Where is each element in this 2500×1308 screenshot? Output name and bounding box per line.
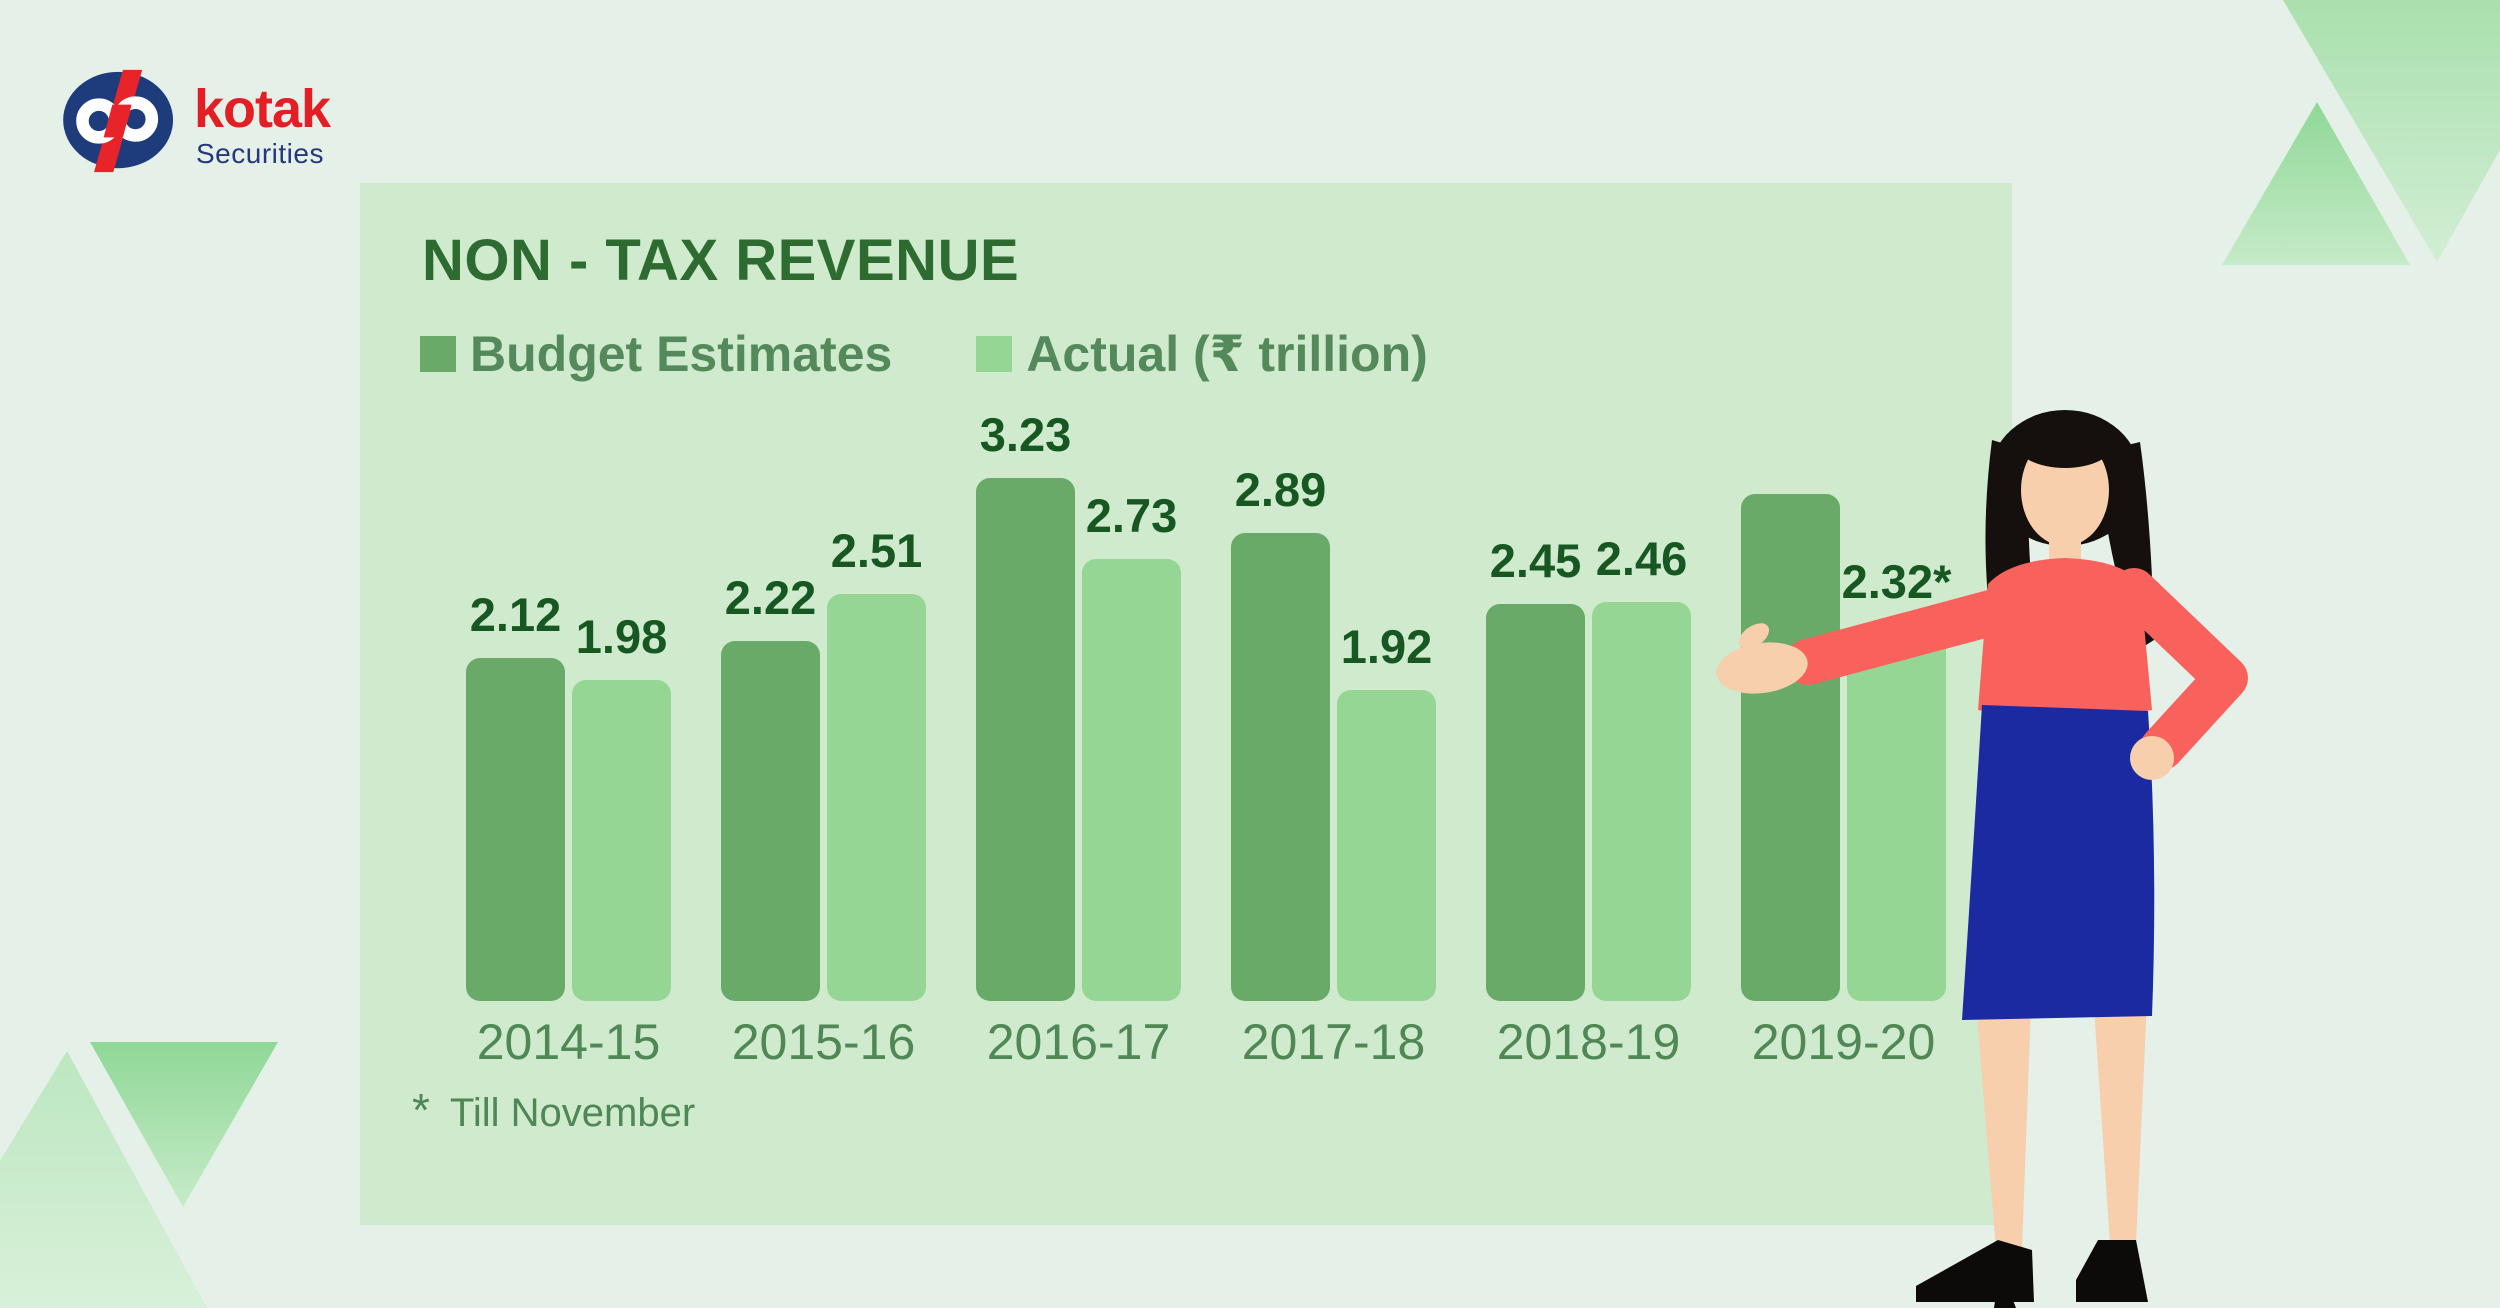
- x-axis-label-2016-17: 2016-17: [986, 1014, 1171, 1070]
- footnote-text: Till November: [449, 1091, 696, 1135]
- value-label-2018-19-budget: 2.45: [1489, 534, 1582, 587]
- x-axis-label-2014-15: 2014-15: [476, 1014, 661, 1070]
- bar-2017-18-budget: [1231, 533, 1330, 1001]
- chart-legend: Budget Estimates Actual (₹ trillion): [420, 325, 1428, 383]
- value-label-2014-15-actual: 1.98: [575, 610, 668, 663]
- bar-chart: 2.12 1.98 2014-15 2.22 2.51 2015-16 3.23 2.73 20…: [360, 183, 2012, 1070]
- legend-item-budget-estimates: Budget Estimates: [420, 325, 892, 383]
- value-label-2015-16-budget: 2.22: [724, 571, 817, 624]
- decor-triangle-small: [2222, 102, 2410, 265]
- woman-thumb: [1738, 623, 1770, 649]
- bar-2016-17-actual: [1082, 559, 1181, 1001]
- bar-2019-20-budget: [1741, 494, 1840, 1001]
- kotak-logo-mark: [63, 69, 174, 173]
- legend-swatch-actual: [976, 336, 1013, 372]
- value-label-2019-20-actual: 2.32*: [1841, 555, 1952, 608]
- woman-shoe-left: [1916, 1240, 2034, 1308]
- value-label-2016-17-actual: 2.73: [1085, 489, 1178, 542]
- bar-2018-19-actual: [1592, 602, 1691, 1001]
- bar-2014-15-budget: [466, 658, 565, 1001]
- legend-label-budget-estimates: Budget Estimates: [470, 326, 893, 382]
- x-axis-label-2019-20: 2019-20: [1751, 1014, 1936, 1070]
- logo-brand: kotak: [194, 79, 331, 139]
- legend-swatch-budget-estimates: [420, 336, 456, 372]
- kotak-logo: kotak Securities: [62, 68, 331, 174]
- woman-shoe-right: [2076, 1240, 2148, 1302]
- value-label-2017-18-actual: 1.92: [1340, 620, 1433, 673]
- decor-triangle-large: [2283, 0, 2500, 262]
- legend-item-actual: Actual (₹ trillion): [976, 325, 1428, 383]
- woman-hand-open: [1716, 642, 1808, 694]
- value-label-2016-17-budget: 3.23: [979, 408, 1072, 461]
- value-label-2015-16-actual: 2.51: [830, 524, 923, 577]
- chart-panel: NON - TAX REVENUE Budget Estimates Actua…: [360, 183, 2012, 1225]
- bar-2015-16-budget: [721, 641, 820, 1001]
- x-axis-label-2017-18: 2017-18: [1241, 1014, 1426, 1070]
- value-label-2017-18-budget: 2.89: [1234, 463, 1327, 516]
- woman-leg-right: [2092, 978, 2148, 1244]
- bar-2016-17-budget: [976, 478, 1075, 1001]
- bar-2017-18-actual: [1337, 690, 1436, 1001]
- woman-illustration: [1716, 410, 2248, 1308]
- woman-hair-fringe: [2015, 416, 2115, 468]
- value-label-2014-15-budget: 2.12: [469, 588, 562, 641]
- decor-triangles-bottom-left: [0, 1042, 278, 1308]
- logo-subbrand: Securities: [196, 138, 324, 169]
- woman-skirt: [1962, 705, 2155, 1020]
- woman-hand-hip: [2130, 736, 2174, 780]
- footnote-asterisk: *: [412, 1084, 430, 1136]
- x-axis-label-2015-16: 2015-16: [731, 1014, 916, 1070]
- logo-text: kotak Securities: [194, 68, 331, 170]
- decor-triangle-up: [0, 1051, 207, 1308]
- bar-2018-19-budget: [1486, 604, 1585, 1001]
- woman-arm-hip: [2112, 568, 2248, 770]
- legend-label-actual: Actual (₹ trillion): [1026, 326, 1428, 382]
- bar-2015-16-actual: [827, 594, 926, 1001]
- x-axis-label-2018-19: 2018-19: [1496, 1014, 1681, 1070]
- decor-triangles-top-right: [2222, 0, 2500, 265]
- footnote: * Till November: [412, 1083, 695, 1137]
- woman-arm-extended: [1785, 587, 2025, 685]
- bar-2019-20-actual: [1847, 625, 1946, 1001]
- bar-2014-15-actual: [572, 680, 671, 1001]
- chart-title: NON - TAX REVENUE: [422, 228, 1020, 293]
- woman-leg-left: [1974, 978, 2032, 1250]
- decor-triangle-down: [90, 1042, 278, 1207]
- value-label-2018-19-actual: 2.46: [1595, 532, 1688, 585]
